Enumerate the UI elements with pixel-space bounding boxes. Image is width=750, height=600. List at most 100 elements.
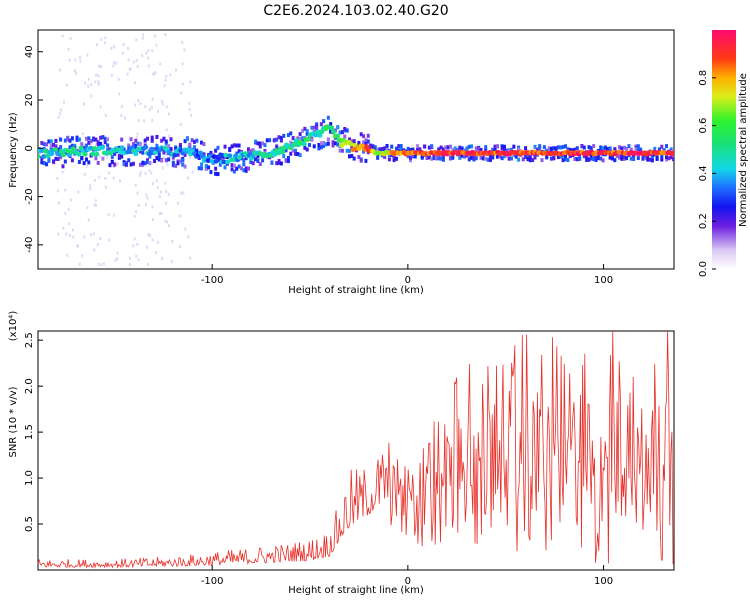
spectral-spread-mark <box>296 152 300 157</box>
spectral-spread-mark <box>275 137 279 142</box>
spectral-spread-mark <box>235 143 239 148</box>
spectral-spread-mark <box>216 172 220 177</box>
spectral-ridge-mark <box>348 141 354 147</box>
speckle-mark <box>98 175 101 179</box>
spectral-spread-mark <box>460 146 464 151</box>
speckle-mark <box>181 40 184 44</box>
spectral-spread-mark <box>587 145 591 150</box>
speckle-mark <box>112 176 115 180</box>
spectral-spread-mark <box>127 143 131 148</box>
speckle-mark <box>151 49 154 53</box>
spectral-spread-mark <box>585 155 589 160</box>
speckle-mark <box>127 58 130 62</box>
speckle-mark <box>122 43 125 47</box>
spectral-spread-mark <box>293 148 297 153</box>
speckle-mark <box>188 101 191 105</box>
spectral-spread-mark <box>202 142 206 147</box>
spectral-spread-mark <box>596 153 600 158</box>
spectral-spread-mark <box>484 145 488 150</box>
spectral-spread-mark <box>643 155 647 160</box>
spectral-spread-mark <box>221 154 225 159</box>
spectral-spread-mark <box>613 158 617 163</box>
bottom-y-tick-label: 2.5 <box>24 332 35 348</box>
spectral-spread-mark <box>596 156 600 161</box>
spectral-spread-mark <box>474 146 478 151</box>
speckle-mark <box>78 262 81 266</box>
spectral-spread-mark <box>54 156 58 161</box>
spectral-spread-mark <box>326 137 330 142</box>
speckle-mark <box>87 77 90 81</box>
spectral-spread-mark <box>397 148 401 153</box>
spectral-spread-mark <box>420 154 424 159</box>
bottom-x-tick-label: 100 <box>594 576 613 587</box>
spectral-spread-mark <box>188 142 192 147</box>
spectral-spread-mark <box>277 135 281 140</box>
spectral-spread-mark <box>275 161 279 166</box>
spectral-spread-mark <box>448 156 452 161</box>
spectral-spread-mark <box>512 144 516 149</box>
speckle-mark <box>77 190 80 194</box>
speckle-mark <box>134 103 137 107</box>
spectral-spread-mark <box>244 166 248 171</box>
speckle-mark <box>136 132 139 136</box>
speckle-mark <box>136 191 139 195</box>
spectral-spread-mark <box>552 146 556 151</box>
spectral-spread-mark <box>157 152 161 157</box>
spectral-spread-mark <box>653 146 657 151</box>
spectral-spread-mark <box>214 171 218 176</box>
spectral-spread-mark <box>622 154 626 159</box>
spectral-spread-mark <box>608 146 612 151</box>
spectral-spread-mark <box>183 139 187 144</box>
spectral-spread-mark <box>164 139 168 144</box>
speckle-mark <box>97 74 100 78</box>
spectral-spread-mark <box>322 143 326 148</box>
spectral-spread-mark <box>411 153 415 158</box>
spectral-spread-mark <box>549 156 553 161</box>
spectral-spread-mark <box>618 145 622 150</box>
spectral-spread-mark <box>68 145 72 150</box>
speckle-mark <box>160 211 163 215</box>
speckle-mark <box>108 238 111 242</box>
spectral-spread-mark <box>340 148 344 153</box>
spectral-spread-mark <box>272 138 276 143</box>
speckle-mark <box>167 224 170 228</box>
spectral-spread-mark <box>80 142 84 147</box>
spectral-spread-mark <box>533 144 537 149</box>
spectral-spread-mark <box>664 157 668 162</box>
speckle-mark <box>126 72 129 76</box>
bottom-x-axis-label: Height of straight line (km) <box>288 585 424 596</box>
spectral-spread-mark <box>495 154 499 159</box>
spectral-spread-mark <box>331 143 335 148</box>
spectral-spread-mark <box>507 156 511 161</box>
speckle-mark <box>56 189 59 193</box>
spectral-spread-mark <box>209 170 213 175</box>
spectral-spread-mark <box>127 146 131 151</box>
spectral-spread-mark <box>364 138 368 143</box>
spectral-spread-mark <box>409 148 413 153</box>
speckle-mark <box>146 262 149 266</box>
spectral-spread-mark <box>521 157 525 162</box>
spectral-spread-mark <box>409 155 413 160</box>
spectral-ridge-mark <box>90 151 96 157</box>
speckle-mark <box>145 51 148 55</box>
spectral-spread-mark <box>636 144 640 149</box>
spectral-spread-mark <box>82 146 86 151</box>
speckle-mark <box>144 171 147 175</box>
speckle-mark <box>179 122 182 126</box>
spectral-spread-mark <box>542 145 546 150</box>
spectral-spread-mark <box>524 146 528 151</box>
spectral-ridge-mark <box>76 151 82 157</box>
speckle-mark <box>168 134 171 138</box>
spectral-spread-mark <box>502 154 506 159</box>
spectral-spread-mark <box>40 140 44 145</box>
spectral-spread-mark <box>275 144 279 149</box>
spectral-spread-mark <box>124 162 128 167</box>
spectral-spread-mark <box>261 141 265 146</box>
spectral-spread-mark <box>336 142 340 147</box>
spectral-spread-mark <box>397 144 401 149</box>
bottom-y-axis-label: SNR (10 * v/v) <box>8 386 19 457</box>
spectral-spread-mark <box>197 166 201 171</box>
spectral-spread-mark <box>42 161 46 166</box>
speckle-mark <box>166 162 169 166</box>
